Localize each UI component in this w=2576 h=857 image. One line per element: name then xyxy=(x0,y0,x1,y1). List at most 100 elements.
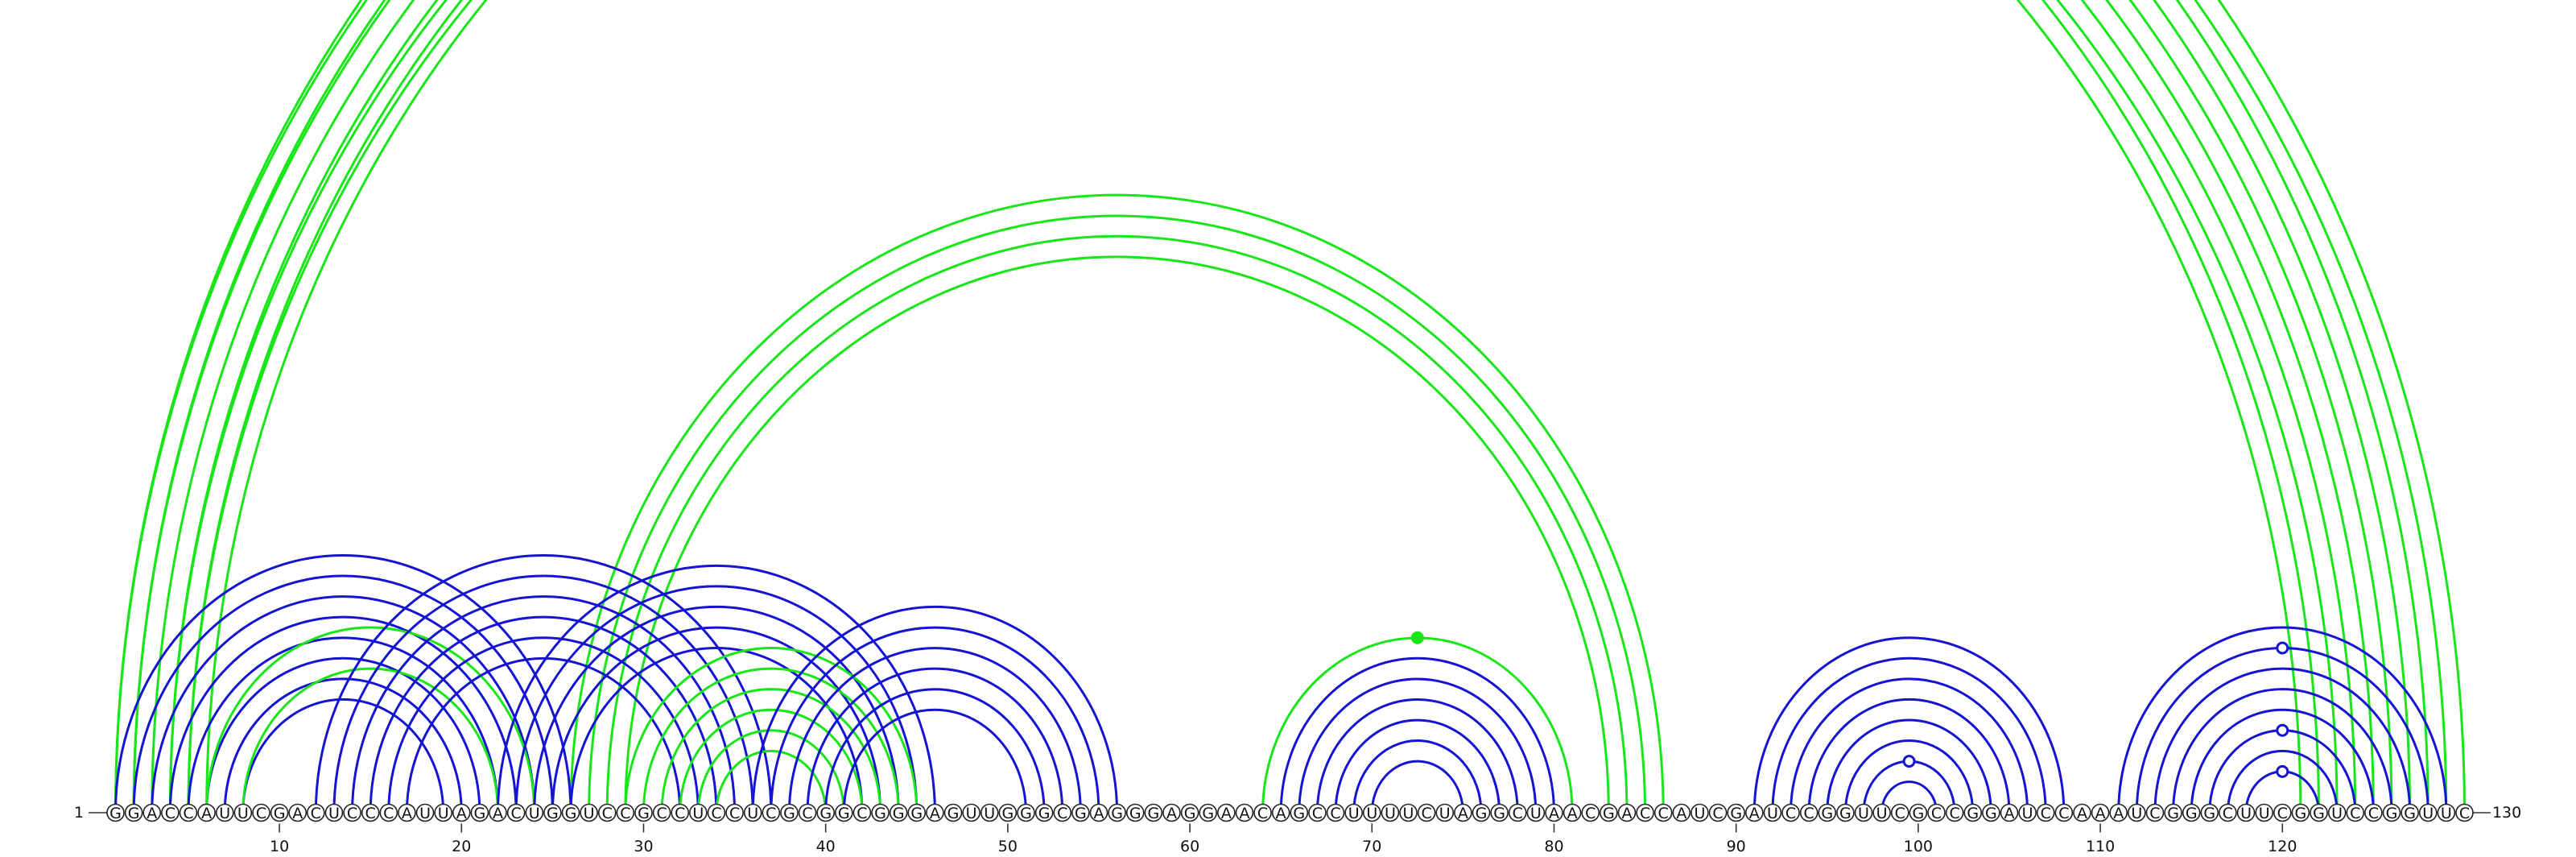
nucleotide-letter: C xyxy=(675,805,685,822)
nucleotide: C xyxy=(597,803,617,822)
nucleotide-circle xyxy=(2018,803,2037,822)
nucleotide-circle xyxy=(561,803,580,822)
nucleotide: U xyxy=(2418,803,2438,822)
nucleotide-circle xyxy=(1472,803,1491,822)
nucleotide-letter: C xyxy=(1312,805,1323,822)
nucleotide-letter: A xyxy=(2095,805,2106,822)
nucleotide-circle xyxy=(2382,803,2401,822)
nucleotide: G xyxy=(1199,803,1217,822)
base-pair-arc xyxy=(114,0,2429,814)
nucleotide-circle xyxy=(470,803,489,822)
nucleotide-circle xyxy=(816,803,835,822)
arc-marker xyxy=(1902,755,1916,768)
nucleotide-circle xyxy=(1089,803,1108,822)
nucleotide-circle xyxy=(2401,803,2419,822)
nucleotide: C xyxy=(762,803,781,822)
nucleotide-letter: G xyxy=(947,805,960,822)
base-pair-arc xyxy=(605,234,1629,814)
nucleotide-letter: G xyxy=(1293,805,1305,822)
nucleotide-letter: U xyxy=(984,805,995,822)
nucleotide-letter: C xyxy=(510,805,521,822)
base-pair-arc xyxy=(168,0,2321,814)
nucleotide-circle xyxy=(1927,803,1946,822)
base-pair-arc xyxy=(187,0,2302,814)
nucleotide-letter: G xyxy=(2295,805,2307,822)
nucleotide-letter: A xyxy=(1749,805,1760,822)
nucleotide: A xyxy=(1271,803,1290,822)
base-pair-arc xyxy=(242,698,445,814)
nucleotide-circle xyxy=(2418,803,2438,822)
nucleotide-letter: U xyxy=(237,805,249,822)
nucleotide-circle xyxy=(434,803,452,822)
nucleotide: U xyxy=(1362,803,1381,822)
nucleotide-letter: C xyxy=(1785,805,1796,822)
nucleotide-letter: G xyxy=(1129,805,1141,822)
nucleotide-letter: C xyxy=(2459,805,2470,822)
nucleotide-letter: U xyxy=(966,805,977,822)
nucleotide-circle xyxy=(2109,803,2128,822)
nucleotide: G xyxy=(1727,803,1745,822)
base-pair-arc xyxy=(132,0,2412,814)
nucleotide-circle xyxy=(452,803,471,822)
nucleotide-letter: G xyxy=(1038,805,1051,822)
base-pair-arc xyxy=(2172,688,2393,814)
nucleotide-letter: U xyxy=(747,805,758,822)
nucleotide-circle xyxy=(1490,803,1509,822)
tick-label: 120 xyxy=(2268,838,2297,855)
nucleotide: A xyxy=(1454,803,1472,822)
start-label: 1 xyxy=(74,804,84,822)
nucleotide-letter: U xyxy=(692,805,704,822)
nucleotide-circle xyxy=(1235,803,1254,822)
base-pair-arc xyxy=(168,0,2375,814)
nucleotide-letter: C xyxy=(2350,805,2360,822)
nucleotide: G xyxy=(1963,803,1983,822)
nucleotide-letter: G xyxy=(547,805,559,822)
nucleotide: C xyxy=(1945,803,1964,822)
nucleotide-letter: U xyxy=(1385,805,1396,822)
nucleotide: G xyxy=(816,803,835,822)
nucleotide: G xyxy=(124,803,143,822)
nucleotide-letter: G xyxy=(474,805,486,822)
nucleotide: U xyxy=(415,803,435,822)
nucleotide-letter: G xyxy=(1002,805,1014,822)
nucleotide: C xyxy=(2455,803,2474,822)
nucleotide-circle xyxy=(1872,803,1891,822)
nucleotide-circle xyxy=(2455,803,2474,822)
nucleotide-circle xyxy=(179,803,198,822)
base-pair-arc xyxy=(1771,656,2047,814)
base-pair-arc xyxy=(314,553,773,814)
nucleotide-letter: G xyxy=(2203,805,2215,822)
nucleotide-circle xyxy=(2200,803,2219,822)
base-pair-arc xyxy=(696,729,845,814)
nucleotide: C xyxy=(1708,803,1728,822)
nucleotide-letter: C xyxy=(1640,805,1650,822)
nucleotide-letter: U xyxy=(219,805,230,822)
nucleotide: C xyxy=(2219,803,2237,822)
base-pair-arc xyxy=(2117,626,2448,814)
nucleotide-letter: C xyxy=(2368,805,2379,822)
nucleotide: C xyxy=(179,803,198,822)
nucleotide-circle xyxy=(798,803,817,822)
base-pair-arc xyxy=(168,615,518,814)
nucleotide-letter: C xyxy=(1804,805,1814,822)
nucleotide-circle xyxy=(361,803,380,822)
nucleotide-circle xyxy=(616,803,635,822)
nucleotide: U xyxy=(233,803,253,822)
nucleotide-letter: C xyxy=(183,805,193,822)
tick-label: 30 xyxy=(634,838,653,855)
nucleotide-letter: C xyxy=(365,805,376,822)
nucleotide-circle xyxy=(2073,803,2091,822)
base-pair-arc xyxy=(332,574,754,814)
tick-label: 40 xyxy=(816,838,836,855)
nucleotide-circle xyxy=(2310,803,2328,822)
nucleotide: C xyxy=(2145,803,2165,822)
nucleotide: G xyxy=(1180,803,1199,822)
nucleotide: U xyxy=(2437,803,2456,822)
base-pair-arc xyxy=(205,626,536,814)
nucleotide-letter: C xyxy=(383,805,394,822)
nucleotide: C xyxy=(307,803,325,822)
nucleotide: G xyxy=(1472,803,1491,822)
nucleotide: G xyxy=(2200,803,2219,822)
nucleotide-circle xyxy=(142,803,162,822)
nucleotide: C xyxy=(2346,803,2365,822)
